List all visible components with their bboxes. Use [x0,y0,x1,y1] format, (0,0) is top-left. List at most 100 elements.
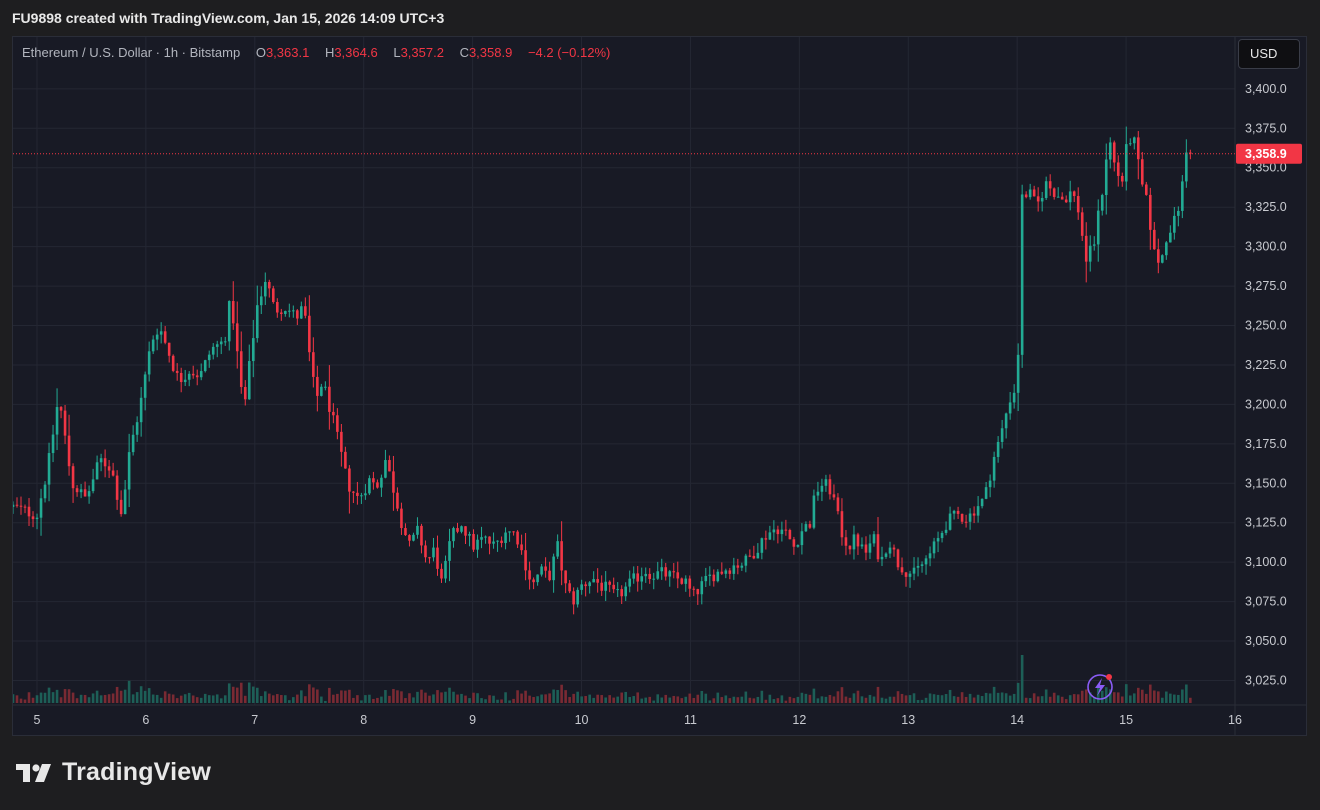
candle-body [600,582,603,591]
volume-bar [928,693,932,703]
volume-bar [564,690,567,703]
candle-body [588,582,591,587]
candle-body [968,513,972,522]
volume-bar [1024,697,1028,703]
volume-bar [764,699,768,703]
open-label: O [255,45,266,60]
volume-bar [628,697,632,703]
candle-body [580,584,583,590]
spark-assistant-icon[interactable] [1087,674,1113,700]
candle-body [848,545,852,550]
volume-bar [183,694,187,703]
candle-body [780,529,784,535]
volume-bar [1153,690,1156,703]
candle-body [856,534,860,547]
volume-bar [624,691,628,703]
volume-bar [107,694,111,703]
candle-body [195,375,199,378]
candle-body [400,508,403,529]
volume-bar [199,697,203,703]
candle-body [544,566,547,571]
candle-body [556,541,559,557]
volume-bar [476,693,479,703]
volume-bar [660,697,664,703]
candle-body [620,589,623,597]
candle-body [1136,137,1140,160]
volume-bar [1165,691,1168,703]
volume-bar [211,695,215,703]
volume-bar [1068,695,1072,703]
candle-body [27,506,31,517]
y-tick-label: 3,100.0 [1245,555,1287,569]
candle-body [552,556,555,581]
candle-body [163,331,167,343]
volume-bar [312,687,315,703]
volume-bar [696,694,700,703]
volume-bar [800,692,804,703]
candle-body [388,460,391,472]
chart-panel[interactable]: 3,400.0 3,375.0 3,350.0 3,325.0 3,300.0 3,275… [12,36,1307,736]
candlestick-chart[interactable]: 3,400.0 3,375.0 3,350.0 3,325.0 3,300.0 3,275… [13,37,1306,735]
candle-body [43,484,47,499]
volume-bar [239,682,243,703]
volume-bar [632,696,636,703]
volume-bar [320,696,323,703]
volume-bar [336,693,339,703]
candle-body [292,310,295,312]
volume-bar [512,698,515,703]
chart-caption: FU9898 created with TradingView.com, Jan… [12,10,445,26]
candle-body [215,344,219,347]
volume-bar [552,689,555,703]
low-value: 3,357.2 [400,45,444,60]
candle-body [932,541,936,554]
volume-bar [276,694,279,703]
candle-body [380,477,383,488]
candle-body [560,541,563,571]
volume-bar [1064,699,1068,703]
candle-body [424,545,427,558]
candle-body [103,458,107,467]
candle-body [139,397,143,423]
candle-body [1032,189,1036,197]
candle-body [612,584,615,590]
tradingview-brand[interactable]: TradingView [14,758,211,787]
change-value: −4.2 (−0.12%) [527,45,611,60]
volume-bar [13,694,15,703]
candle-body [632,573,636,579]
candle-body [1132,137,1136,144]
candle-body [748,555,752,557]
currency-button[interactable]: USD [1238,39,1300,69]
x-tick-label: 12 [792,713,806,727]
volume-bar [596,694,599,703]
candle-body [71,466,75,489]
volume-bar [1072,694,1076,703]
volume-bar [1132,693,1136,703]
volume-bar [1092,697,1096,703]
volume-bar [540,694,543,703]
volume-bar [392,688,395,703]
candle-body [864,544,868,553]
volume-bar [668,697,672,703]
volume-bar [235,687,239,703]
volume-bar [159,697,163,703]
volume-bar [772,699,776,703]
volume-bar [1028,698,1032,703]
candle-body [744,555,748,566]
volume-bar [444,691,447,703]
low-label: L [393,45,401,60]
volume-bar [520,693,523,703]
volume-bar [195,697,199,703]
volume-bar [496,699,499,703]
brand-name: TradingView [62,758,212,786]
volume-bar [292,697,295,703]
volume-bar [227,683,231,703]
volume-bar [976,694,980,703]
candle-body [1112,142,1116,163]
volume-bar [1161,697,1164,703]
volume-bar [516,690,519,703]
candle-body [936,538,940,542]
open-value: 3,363.1 [265,45,310,60]
last-price-label: 3,358.9 [1245,147,1287,161]
volume-bar [704,693,708,703]
candle-body [360,495,363,497]
